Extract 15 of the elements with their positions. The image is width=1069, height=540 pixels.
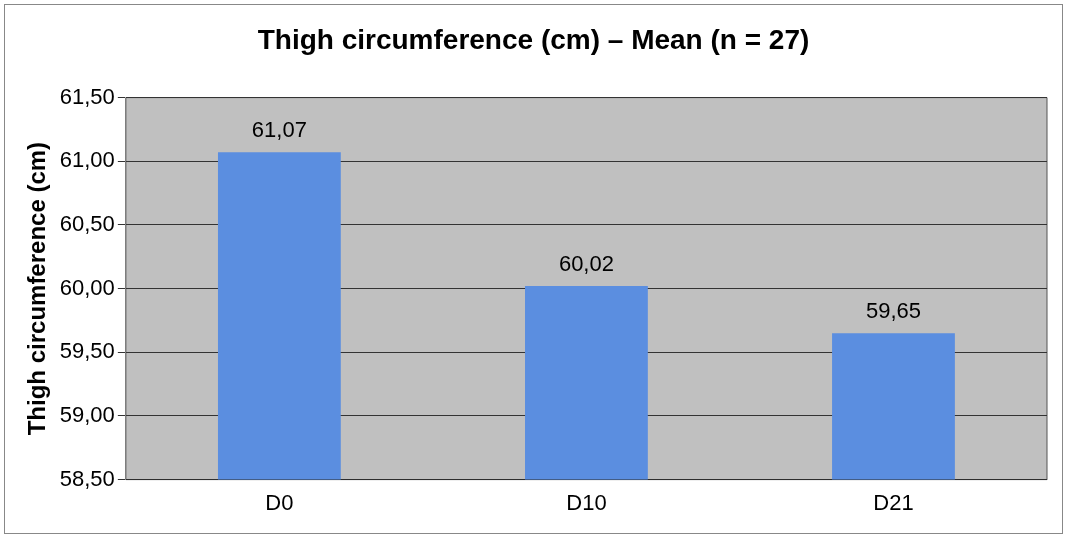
y-tick-label: 61,50 [59,83,115,109]
y-tick-label: 61,00 [59,147,115,173]
y-tick-label: 59,00 [59,402,115,427]
y-tick-label: 59,50 [59,338,115,364]
y-tick-label: 60,00 [59,274,115,300]
y-axis-title: Thigh circumference (cm) [23,141,51,436]
x-tick-label: D0 [265,489,294,515]
data-label: 61,07 [251,117,307,143]
x-tick-label: D10 [566,489,607,515]
x-tick-label: D21 [873,489,914,515]
y-tick-label: 58,50 [59,465,115,491]
data-label: 59,65 [865,298,922,324]
chart-title: Thigh circumference (cm) – Mean (n = 27) [257,23,810,55]
data-label: 60,02 [558,251,614,277]
y-tick-label: 60,50 [59,211,115,236]
